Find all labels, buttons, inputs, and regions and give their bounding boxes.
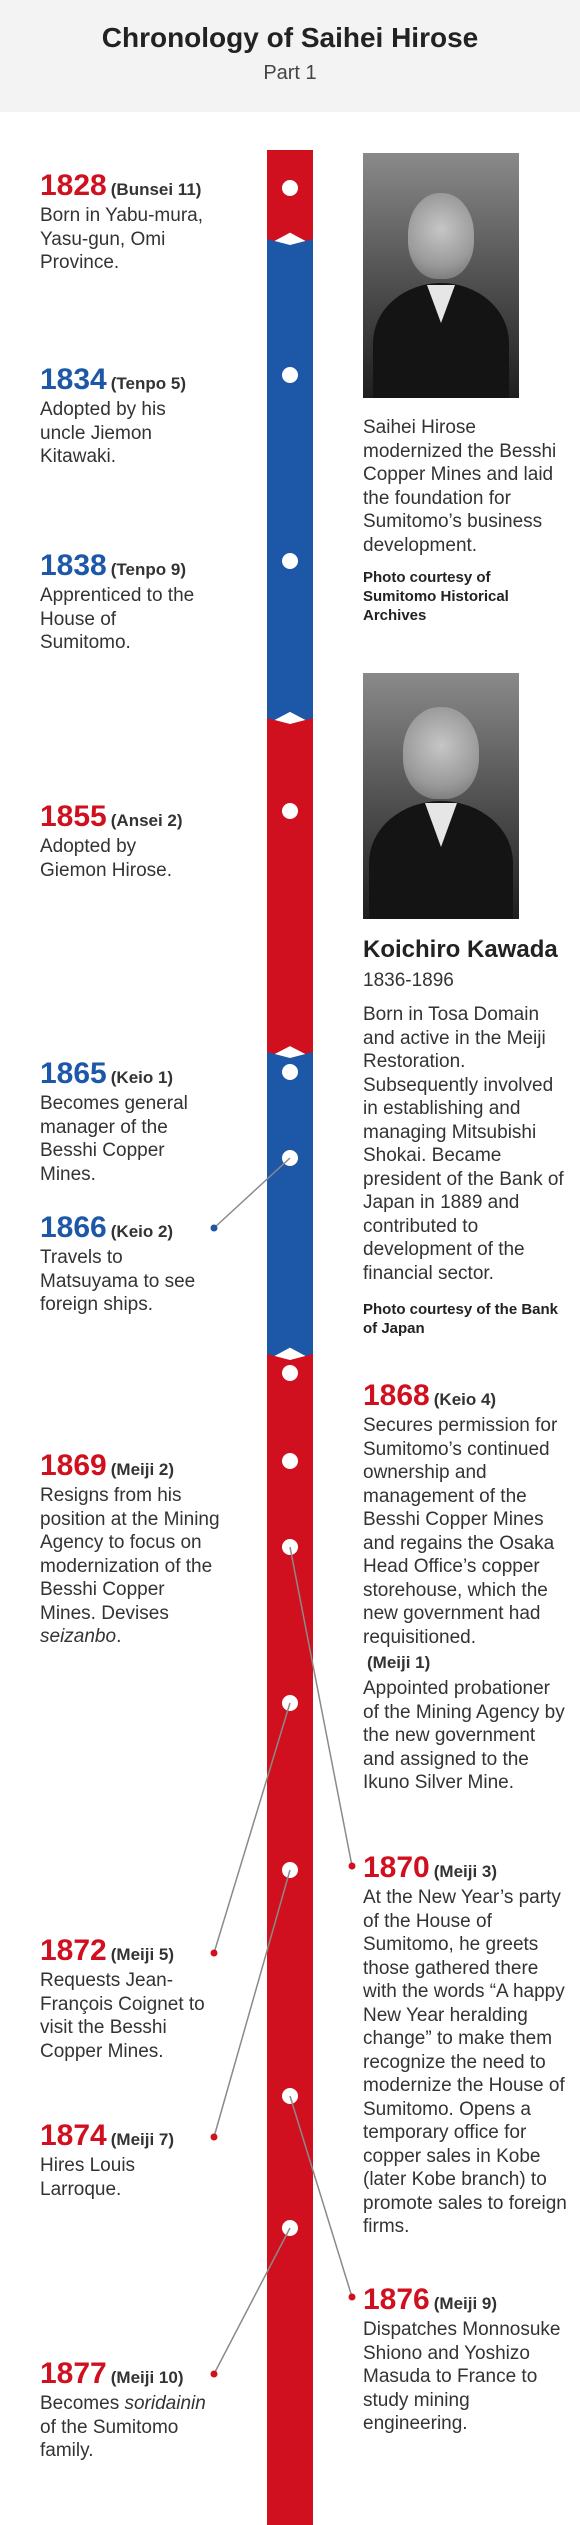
event-text: Hires Louis Larroque.: [40, 2155, 136, 2200]
event-text-secondary: Appointed probationer of the Mining Agen…: [363, 1678, 565, 1793]
event-year: 1855: [40, 800, 107, 833]
event-1834: 1834 (Tenpo 5) Adopted by his uncle Jiemo…: [40, 362, 200, 469]
timeline-bar-red-1: [267, 150, 313, 245]
event-text: Secures permission for Sumitomo’s contin…: [363, 1415, 558, 1648]
event-year: 1877: [40, 2357, 107, 2390]
event-year: 1869: [40, 1449, 107, 1482]
timeline-dot-1838: [282, 553, 298, 569]
connector-1872: [213, 1702, 291, 1954]
connector-end-dot-1877: [210, 2370, 218, 2378]
event-era-secondary: (Meiji 1): [367, 1653, 431, 1672]
page-subtitle: Part 1: [263, 62, 317, 84]
timeline-dot-1869: [282, 1453, 298, 1469]
profile2-name: Koichiro Kawada: [363, 936, 558, 963]
event-1866: 1866 (Keio 2) Travels to Matsuyama to see…: [40, 1210, 215, 1317]
event-year: 1828: [40, 169, 107, 202]
event-year: 1838: [40, 549, 107, 582]
timeline-bar-blue-1: [267, 239, 313, 724]
event-1872: 1872 (Meiji 5) Requests Jean-François Coi…: [40, 1933, 215, 2063]
event-text: Apprenticed to the House of Sumitomo.: [40, 585, 195, 653]
connector-end-dot-1872: [210, 1949, 218, 1957]
timeline-bar-red-2: [267, 718, 313, 1058]
connector-1874: [213, 1869, 291, 2138]
event-text: Adopted by his uncle Jiemon Kitawaki.: [40, 399, 166, 467]
event-year: 1876: [363, 2283, 430, 2316]
event-text: Travels to Matsuyama to see foreign ship…: [40, 1247, 196, 1315]
page-title: Chronology of Saihei Hirose: [101, 22, 479, 53]
event-year: 1868: [363, 1379, 430, 1412]
portrait-photo-saihei-hirose: [363, 153, 519, 398]
connector-end-dot-1870: [348, 1862, 356, 1870]
portrait-photo-koichiro-kawada: [363, 673, 519, 919]
event-era: (Meiji 5): [110, 1945, 175, 1964]
event-text: Requests Jean-François Coignet to visit …: [40, 1970, 205, 2062]
event-1838: 1838 (Tenpo 9) Apprenticed to the House o…: [40, 548, 200, 655]
event-era: (Bunsei 11): [110, 180, 202, 199]
event-era: (Ansei 2): [110, 811, 183, 830]
connector-end-dot-1874: [210, 2133, 218, 2141]
event-era: (Meiji 2): [110, 1460, 175, 1479]
timeline-dot-1834: [282, 367, 298, 383]
event-era: (Meiji 7): [110, 2130, 175, 2149]
event-1868: 1868 (Keio 4) Secures permission for Sumi…: [363, 1378, 571, 1795]
event-text: Becomes general manager of the Besshi Co…: [40, 1093, 188, 1185]
connector-end-dot-1866: [210, 1224, 218, 1232]
event-era: (Meiji 9): [433, 2294, 498, 2313]
page-header: Chronology of Saihei Hirose Part 1: [0, 0, 580, 112]
event-era: (Meiji 3): [433, 1862, 498, 1881]
connector-end-dot-1876: [348, 2293, 356, 2301]
event-era: (Keio 2): [110, 1222, 174, 1241]
event-text: Resigns from his position at the Mining …: [40, 1485, 220, 1647]
event-year: 1866: [40, 1211, 107, 1244]
event-era: (Keio 4): [433, 1390, 497, 1409]
profile1-caption: Saihei Hirose modernized the Besshi Copp…: [363, 417, 557, 556]
event-1877: 1877 (Meiji 10) Becomes soridainin of the…: [40, 2356, 210, 2463]
event-text: Adopted by Giemon Hirose.: [40, 836, 172, 881]
timeline-dot-1828: [282, 180, 298, 196]
profile2-years: 1836-1896: [363, 970, 454, 991]
event-text: Becomes soridainin of the Sumitomo famil…: [40, 2393, 206, 2461]
profile2-caption: Born in Tosa Domain and active in the Me…: [363, 1004, 564, 1284]
event-1869: 1869 (Meiji 2) Resigns from his position …: [40, 1448, 220, 1649]
event-year: 1870: [363, 1851, 430, 1884]
connector-1870: [289, 1546, 353, 1867]
profile2-credit: Photo courtesy of the Bank of Japan: [363, 1301, 559, 1337]
event-year: 1872: [40, 1934, 107, 1967]
profile1-credit: Photo courtesy of Sumitomo Historical Ar…: [363, 569, 509, 624]
event-text: Born in Yabu-mura, Yasu-gun, Omi Provinc…: [40, 205, 203, 273]
timeline-bar-blue-2: [267, 1052, 313, 1360]
event-text-italic: soridainin: [124, 2393, 206, 2414]
event-1828: 1828 (Bunsei 11) Born in Yabu-mura, Yasu-…: [40, 168, 230, 275]
timeline-dot-1865: [282, 1064, 298, 1080]
timeline-dot-1868: [282, 1365, 298, 1381]
event-1870: 1870 (Meiji 3) At the New Year’s party of…: [363, 1850, 575, 2239]
event-year: 1865: [40, 1057, 107, 1090]
timeline-dot-1855: [282, 803, 298, 819]
event-text: Dispatches Monnosuke Shiono and Yoshizo …: [363, 2319, 561, 2434]
connector-1877: [213, 2227, 291, 2375]
event-era: (Tenpo 5): [110, 374, 186, 393]
event-1876: 1876 (Meiji 9) Dispatches Monnosuke Shion…: [363, 2282, 575, 2436]
event-era: (Tenpo 9): [110, 560, 186, 579]
event-1855: 1855 (Ansei 2) Adopted by Giemon Hirose.: [40, 799, 200, 882]
connector-1866: [213, 1157, 291, 1229]
connector-1876: [289, 2095, 353, 2298]
event-era: (Keio 1): [110, 1068, 174, 1087]
event-year: 1874: [40, 2119, 107, 2152]
event-text: At the New Year’s party of the House of …: [363, 1887, 567, 2237]
event-1874: 1874 (Meiji 7) Hires Louis Larroque.: [40, 2118, 210, 2201]
event-year: 1834: [40, 363, 107, 396]
event-text-italic: seizanbo: [40, 1626, 117, 1647]
event-1865: 1865 (Keio 1) Becomes general manager of …: [40, 1056, 210, 1186]
event-era: (Meiji 10): [110, 2368, 184, 2387]
